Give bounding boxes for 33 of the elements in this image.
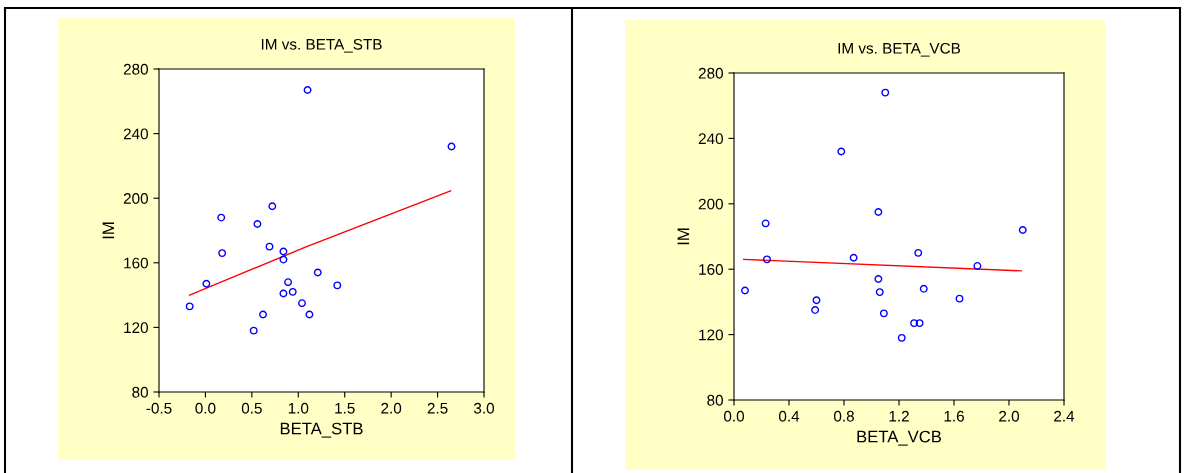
x-tick-label: 1.0 [288,402,309,414]
x-tick-label: 1.5 [335,402,355,414]
x-axis-title: BETA_STB [280,422,363,438]
y-tick-label: 160 [699,264,723,275]
x-axis-title: BETA_VCB [857,430,942,446]
y-tick-label: 200 [698,198,723,210]
y-tick-label: 200 [123,193,148,204]
y-tick-label: 120 [124,322,148,334]
y-tick-label: 120 [699,329,723,341]
x-tick-label: 0.4 [778,410,800,422]
chart-title: IM vs. BETA_STB [261,38,382,53]
y-tick-label: 240 [123,128,148,140]
x-tick-label: 2.0 [381,402,402,414]
x-tick-label: -0.5 [146,402,172,414]
y-tick-label: 280 [698,67,723,79]
y-tick-label: 280 [123,63,148,75]
x-tick-label: 0.8 [833,410,854,422]
chart-title: IM vs. BETA_VCB [838,42,961,57]
y-tick-label: 160 [124,257,148,269]
y-tick-label: 80 [132,386,148,398]
x-tick-label: 0.0 [723,410,745,422]
x-tick-label: 2.5 [427,402,448,414]
x-tick-label: 0.0 [195,402,216,414]
y-axis-title: IM [102,222,115,239]
x-tick-label: 2.4 [1054,410,1075,422]
x-tick-label: 0.5 [241,402,262,414]
x-tick-label: 3.0 [473,402,495,414]
y-tick-label: 240 [698,133,723,145]
x-tick-label: 1.2 [889,410,909,422]
y-tick-label: 80 [707,394,723,406]
x-tick-label: 1.6 [944,410,964,422]
y-axis-title: IM [677,228,690,245]
x-tick-label: 2.0 [999,410,1020,422]
